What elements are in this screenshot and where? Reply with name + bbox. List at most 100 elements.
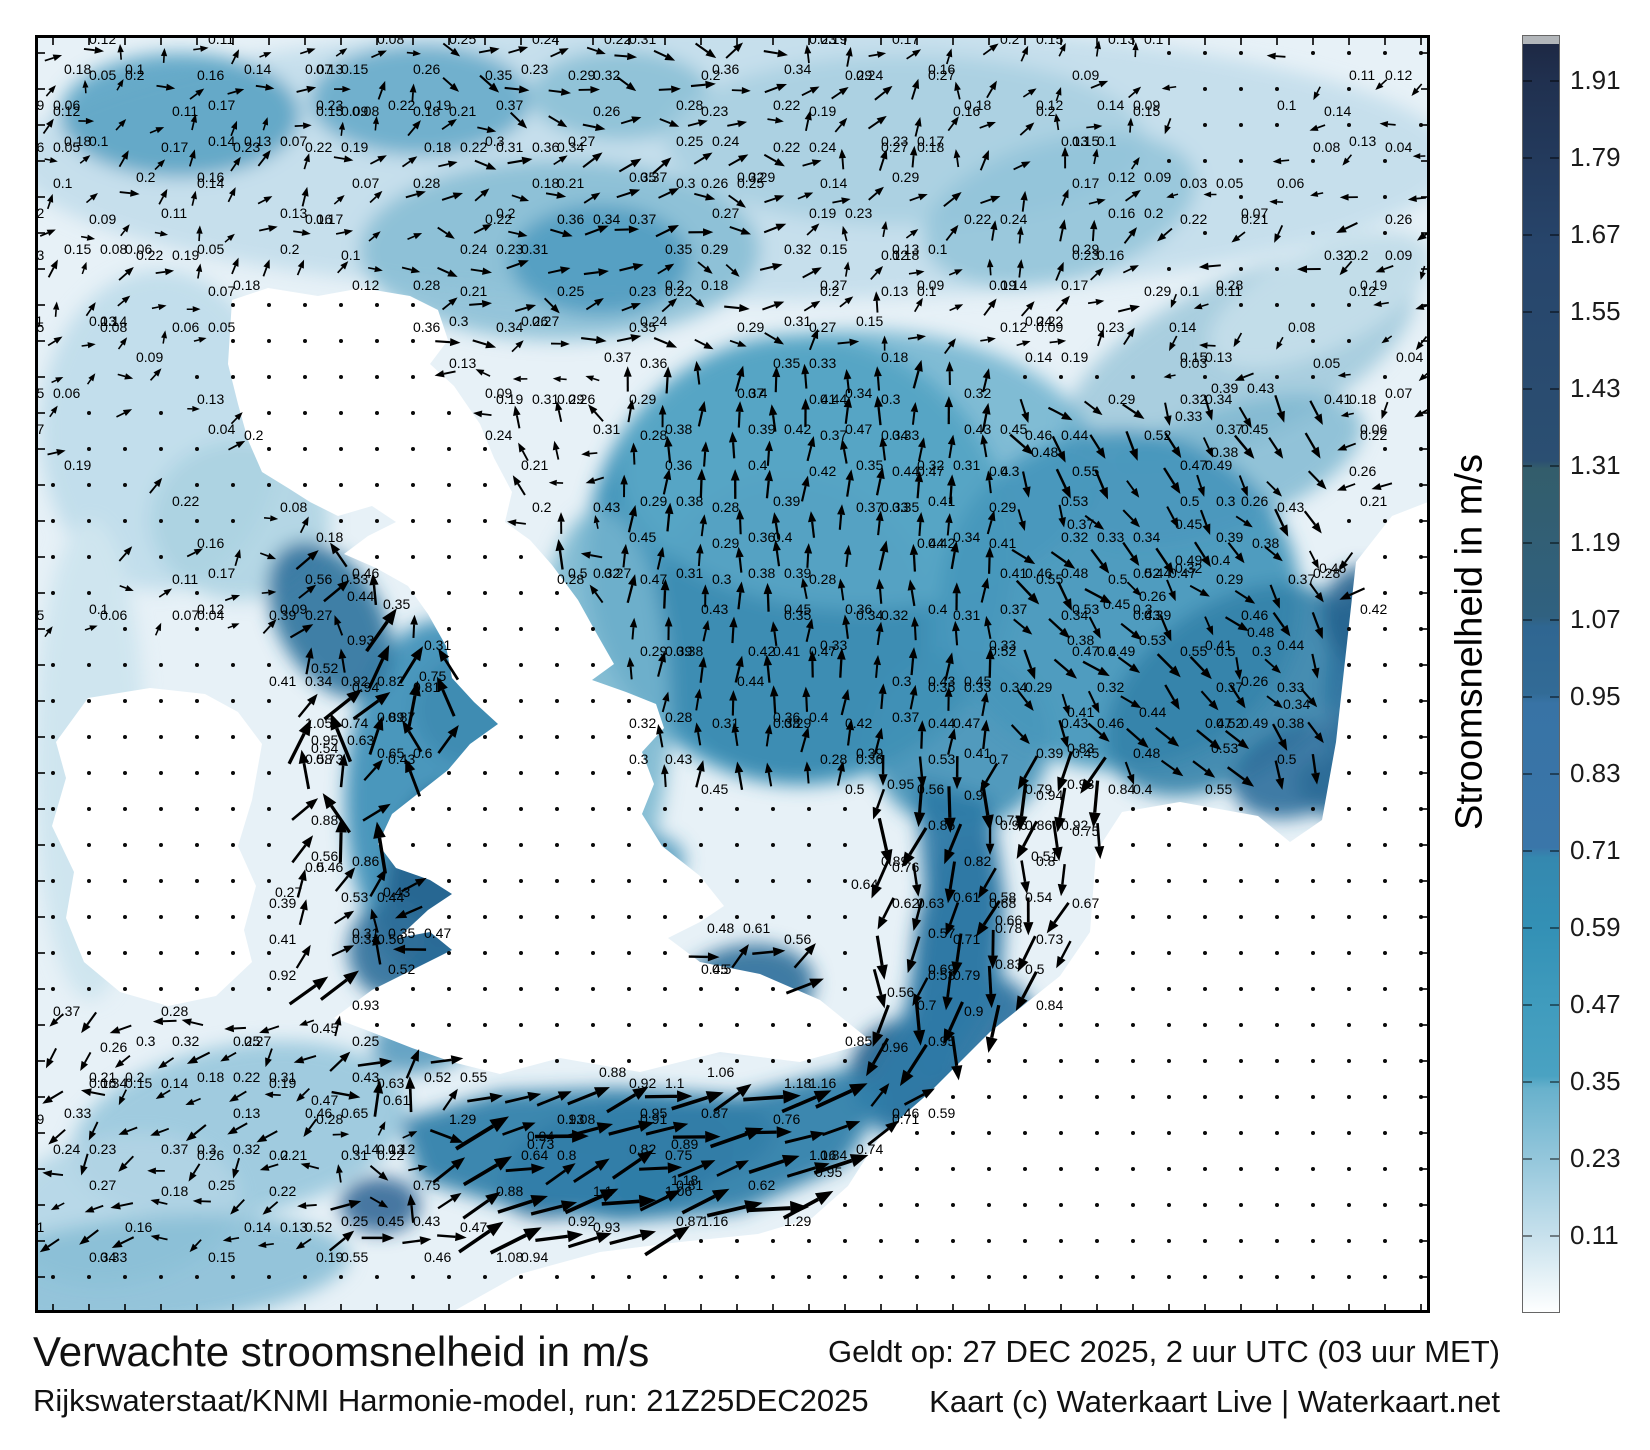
grid-dot — [1203, 879, 1207, 883]
grid-dot — [1275, 1203, 1279, 1207]
current-arrow — [118, 157, 126, 168]
current-arrowhead — [438, 648, 450, 663]
current-arrowhead — [951, 961, 963, 977]
current-value-label: 0.12 — [388, 1141, 415, 1157]
current-value-label: 0.13 — [280, 1219, 307, 1235]
current-arrowhead — [268, 589, 277, 596]
current-arrow — [84, 627, 91, 631]
current-arrowhead — [1022, 340, 1031, 347]
grid-dot — [123, 627, 127, 631]
current-value-label: 0.14 — [100, 313, 127, 329]
current-arrowhead — [843, 396, 852, 408]
current-arrowhead — [518, 46, 529, 54]
current-value-label: 0.25 — [557, 283, 584, 299]
current-arrowhead — [1092, 406, 1103, 416]
current-value-label: 0.07 — [352, 175, 379, 191]
current-arrowhead — [804, 543, 813, 554]
current-arrow — [158, 196, 165, 205]
current-value-label: 0.21 — [557, 175, 584, 191]
current-arrowhead — [293, 1056, 305, 1064]
current-arrowhead — [951, 1065, 963, 1081]
current-arrow — [81, 344, 88, 347]
current-value-label: 0.76 — [773, 1111, 800, 1127]
current-value-label: 0.43 — [388, 751, 415, 767]
grid-dot — [483, 1059, 487, 1063]
current-value-label: 0.05 — [17, 607, 44, 623]
current-arrow — [1090, 548, 1104, 566]
current-value-label: 0.09 — [1385, 247, 1412, 263]
current-value-label: 0.21 — [1360, 493, 1387, 509]
current-value-label: 0.21 — [521, 457, 548, 473]
current-arrow — [766, 593, 770, 612]
current-arrowhead — [227, 233, 235, 241]
grid-dot — [123, 447, 127, 451]
current-value-label: 0.48 — [707, 920, 734, 936]
grid-dot — [447, 591, 451, 595]
grid-dot — [1203, 1275, 1207, 1279]
current-arrow — [372, 584, 378, 606]
current-arrowhead — [473, 410, 483, 418]
current-arrow — [763, 50, 779, 55]
current-arrowhead — [264, 1091, 274, 1098]
current-arrowhead — [1233, 338, 1241, 348]
current-arrowhead — [629, 188, 641, 197]
grid-dot — [699, 1023, 703, 1027]
current-value-label: 0.3 — [1000, 463, 1020, 479]
current-arrowhead — [1205, 447, 1214, 458]
current-speed-band — [850, 780, 1005, 1140]
current-arrow — [1166, 579, 1173, 593]
grid-dot — [915, 1203, 919, 1207]
grid-dot — [1311, 1131, 1315, 1135]
grid-dot — [1131, 1023, 1135, 1027]
current-arrowhead — [632, 263, 644, 271]
current-arrowhead — [377, 644, 390, 662]
grid-dot — [1023, 1095, 1027, 1099]
current-value-label: 0.37 — [1288, 571, 1315, 587]
current-value-label: 0.11 — [172, 103, 198, 119]
current-arrowhead — [374, 692, 391, 706]
current-value-label: 0.31 — [593, 421, 620, 437]
current-arrowhead — [874, 265, 884, 275]
current-arrowhead — [915, 297, 923, 307]
current-arrowhead — [1205, 409, 1213, 421]
current-arrowhead — [80, 1088, 92, 1097]
current-value-label: 0.34 — [593, 211, 620, 227]
grid-dot — [1383, 1275, 1387, 1279]
grid-dot — [735, 1275, 739, 1279]
current-arrow — [83, 1153, 89, 1167]
current-value-label: 0.93 — [1067, 776, 1094, 792]
current-arrowhead — [1314, 732, 1324, 744]
current-arrow — [543, 297, 554, 308]
grid-dot — [1311, 1239, 1315, 1243]
grid-dot — [339, 339, 343, 343]
current-arrowhead — [944, 848, 955, 865]
current-arrow — [429, 1129, 452, 1140]
grid-dot — [1203, 1167, 1207, 1171]
grid-dot — [159, 879, 163, 883]
current-arrow — [120, 230, 126, 237]
grid-dot — [267, 483, 271, 487]
current-arrowhead — [1412, 153, 1421, 160]
grid-dot — [1203, 915, 1207, 919]
current-arrowhead — [150, 1234, 160, 1241]
current-arrowhead — [372, 933, 382, 946]
current-value-label: 0.16 — [197, 169, 224, 185]
current-arrowhead — [638, 1194, 657, 1208]
current-arrowhead — [147, 1167, 156, 1175]
current-arrow — [626, 584, 634, 604]
current-arrow — [151, 306, 159, 310]
current-value-label: 0.29 — [1108, 391, 1135, 407]
current-arrowhead — [1244, 595, 1256, 604]
current-arrowhead — [448, 1088, 458, 1100]
current-arrowhead — [1094, 267, 1104, 277]
current-arrow — [227, 1051, 237, 1058]
grid-dot — [1275, 879, 1279, 883]
current-arrow — [912, 554, 917, 572]
current-arrowhead — [813, 1090, 832, 1103]
grid-dot — [1203, 1131, 1207, 1135]
grid-dot — [267, 375, 271, 379]
current-arrow — [296, 879, 304, 898]
current-arrow — [801, 89, 812, 97]
current-arrow — [1088, 616, 1098, 631]
current-value-label: 0.36 — [845, 601, 872, 617]
